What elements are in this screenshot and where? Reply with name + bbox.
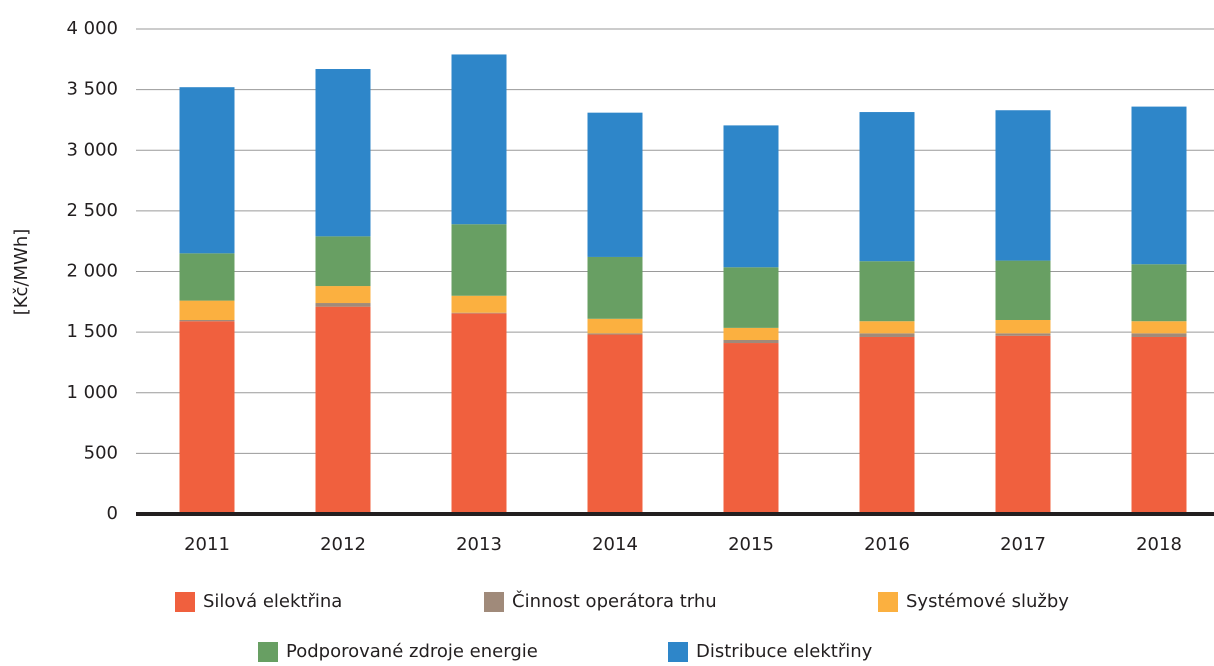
- y-tick-label: 0: [107, 503, 118, 524]
- x-tick-label: 2011: [184, 534, 230, 555]
- legend-swatch: [668, 642, 688, 662]
- bar-segment: [1131, 321, 1187, 334]
- bar-segment: [315, 306, 371, 514]
- bar-segment: [315, 236, 371, 287]
- legend-swatch: [878, 592, 898, 612]
- bar-segment: [587, 318, 643, 334]
- bar-segment: [1131, 264, 1187, 322]
- bar-segment: [315, 69, 371, 237]
- bar-segment: [451, 313, 507, 514]
- x-tick-label: 2012: [320, 534, 366, 555]
- y-tick-label: 1 000: [66, 382, 118, 403]
- bar-segment: [1131, 336, 1187, 514]
- bar-segment: [859, 112, 915, 262]
- bar-segment: [859, 336, 915, 514]
- x-tick-label: 2016: [864, 534, 910, 555]
- bar-segment: [451, 312, 507, 314]
- bar-segment: [587, 334, 643, 514]
- bar-segment: [859, 333, 915, 337]
- bar-segment: [723, 343, 779, 514]
- legend-label: Systémové služby: [906, 591, 1069, 612]
- bar-segment: [179, 320, 235, 322]
- bar-segment: [451, 224, 507, 296]
- legend-swatch: [175, 592, 195, 612]
- legend-label: Činnost operátora trhu: [512, 590, 717, 612]
- x-tick-label: 2013: [456, 534, 502, 555]
- bar-segment: [179, 300, 235, 320]
- bar-segment: [451, 295, 507, 313]
- x-tick-label: 2015: [728, 534, 774, 555]
- bar-segment: [179, 87, 235, 254]
- bar-segment: [995, 335, 1051, 514]
- x-tick-label: 2014: [592, 534, 638, 555]
- bar-segment: [723, 340, 779, 344]
- bar-segment: [587, 333, 643, 335]
- x-tick-label: 2017: [1000, 534, 1046, 555]
- bar-segment: [315, 303, 371, 307]
- bar-segment: [995, 110, 1051, 261]
- bar-segment: [1131, 106, 1187, 265]
- y-tick-label: 1 500: [66, 321, 118, 342]
- bar-segment: [723, 125, 779, 268]
- bar-segment: [179, 321, 235, 514]
- legend-label: Distribuce elektřiny: [696, 641, 873, 662]
- y-axis-label: [Kč/MWh]: [11, 229, 32, 316]
- bar-segment: [723, 327, 779, 341]
- y-tick-label: 500: [84, 442, 118, 463]
- y-tick-label: 3 000: [66, 139, 118, 160]
- legend-label: Podporované zdroje energie: [286, 641, 538, 662]
- legend-label: Silová elektřina: [203, 591, 342, 612]
- bar-segment: [587, 256, 643, 319]
- y-tick-label: 2 000: [66, 261, 118, 282]
- x-tick-label: 2018: [1136, 534, 1182, 555]
- bar-segment: [587, 112, 643, 257]
- bar-segment: [995, 320, 1051, 334]
- legend-swatch: [484, 592, 504, 612]
- y-tick-label: 3 500: [66, 79, 118, 100]
- bar-segment: [315, 286, 371, 304]
- bar-segment: [859, 261, 915, 322]
- bar-segment: [179, 253, 235, 301]
- bar-segment: [1131, 333, 1187, 337]
- bar-segment: [723, 267, 779, 328]
- y-tick-label: 4 000: [66, 18, 118, 39]
- y-tick-label: 2 500: [66, 200, 118, 221]
- bar-segment: [859, 321, 915, 334]
- bar-segment: [451, 54, 507, 225]
- bar-segment: [995, 333, 1051, 336]
- bar-segment: [995, 260, 1051, 320]
- legend-swatch: [258, 642, 278, 662]
